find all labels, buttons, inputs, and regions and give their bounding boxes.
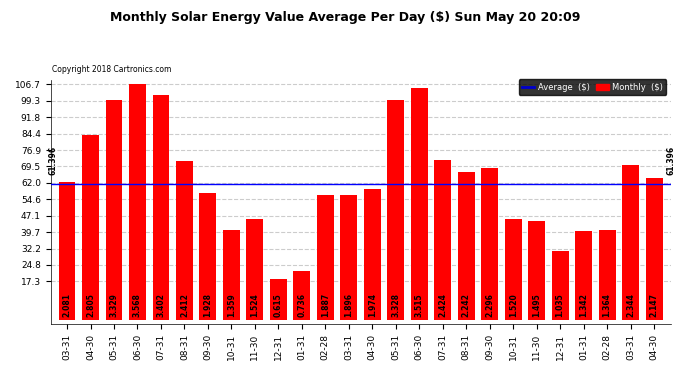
- Bar: [457, 172, 475, 320]
- Bar: [504, 219, 522, 320]
- Bar: [317, 195, 334, 320]
- Bar: [646, 178, 662, 320]
- Text: 1.342: 1.342: [579, 294, 588, 317]
- Bar: [364, 189, 381, 320]
- Text: 3.568: 3.568: [133, 294, 142, 317]
- Bar: [223, 230, 240, 320]
- Text: 3.328: 3.328: [391, 293, 400, 317]
- Bar: [481, 168, 498, 320]
- Bar: [387, 100, 404, 320]
- Bar: [434, 160, 451, 320]
- Text: 2.242: 2.242: [462, 294, 471, 317]
- Bar: [270, 279, 287, 320]
- Text: 61.396: 61.396: [48, 146, 57, 176]
- Bar: [599, 230, 615, 320]
- Bar: [129, 84, 146, 320]
- Text: 2.805: 2.805: [86, 294, 95, 317]
- Text: 1.359: 1.359: [227, 294, 236, 317]
- Text: 0.736: 0.736: [297, 293, 306, 317]
- Text: 1.364: 1.364: [602, 294, 611, 317]
- Text: 1.974: 1.974: [368, 293, 377, 317]
- Bar: [552, 251, 569, 320]
- Bar: [411, 88, 428, 320]
- Bar: [82, 135, 99, 320]
- Text: 61.396: 61.396: [666, 146, 675, 176]
- Text: 1.520: 1.520: [509, 294, 518, 317]
- Bar: [59, 183, 75, 320]
- Text: Copyright 2018 Cartronics.com: Copyright 2018 Cartronics.com: [52, 64, 171, 74]
- Bar: [340, 195, 357, 320]
- Text: 1.035: 1.035: [555, 294, 564, 317]
- Bar: [199, 192, 217, 320]
- Bar: [622, 165, 639, 320]
- Bar: [106, 100, 122, 320]
- Bar: [529, 221, 545, 320]
- Bar: [246, 219, 264, 320]
- Text: Monthly Solar Energy Value Average Per Day ($) Sun May 20 20:09: Monthly Solar Energy Value Average Per D…: [110, 11, 580, 24]
- Bar: [575, 231, 592, 320]
- Text: 2.412: 2.412: [180, 294, 189, 317]
- Text: 1.887: 1.887: [321, 293, 330, 317]
- Text: 1.495: 1.495: [532, 294, 541, 317]
- Text: 3.515: 3.515: [415, 294, 424, 317]
- Text: 2.344: 2.344: [626, 294, 635, 317]
- Text: 1.524: 1.524: [250, 294, 259, 317]
- Bar: [293, 271, 310, 320]
- Text: 3.402: 3.402: [157, 294, 166, 317]
- Text: 2.296: 2.296: [485, 294, 494, 317]
- Bar: [152, 95, 170, 320]
- Text: 1.896: 1.896: [344, 293, 353, 317]
- Bar: [176, 160, 193, 320]
- Text: 2.424: 2.424: [438, 294, 447, 317]
- Text: 3.329: 3.329: [110, 294, 119, 317]
- Text: 2.081: 2.081: [63, 293, 72, 317]
- Text: 2.147: 2.147: [649, 293, 658, 317]
- Text: 1.928: 1.928: [204, 293, 213, 317]
- Text: 0.615: 0.615: [274, 294, 283, 317]
- Legend: Average  ($), Monthly  ($): Average ($), Monthly ($): [519, 79, 667, 95]
